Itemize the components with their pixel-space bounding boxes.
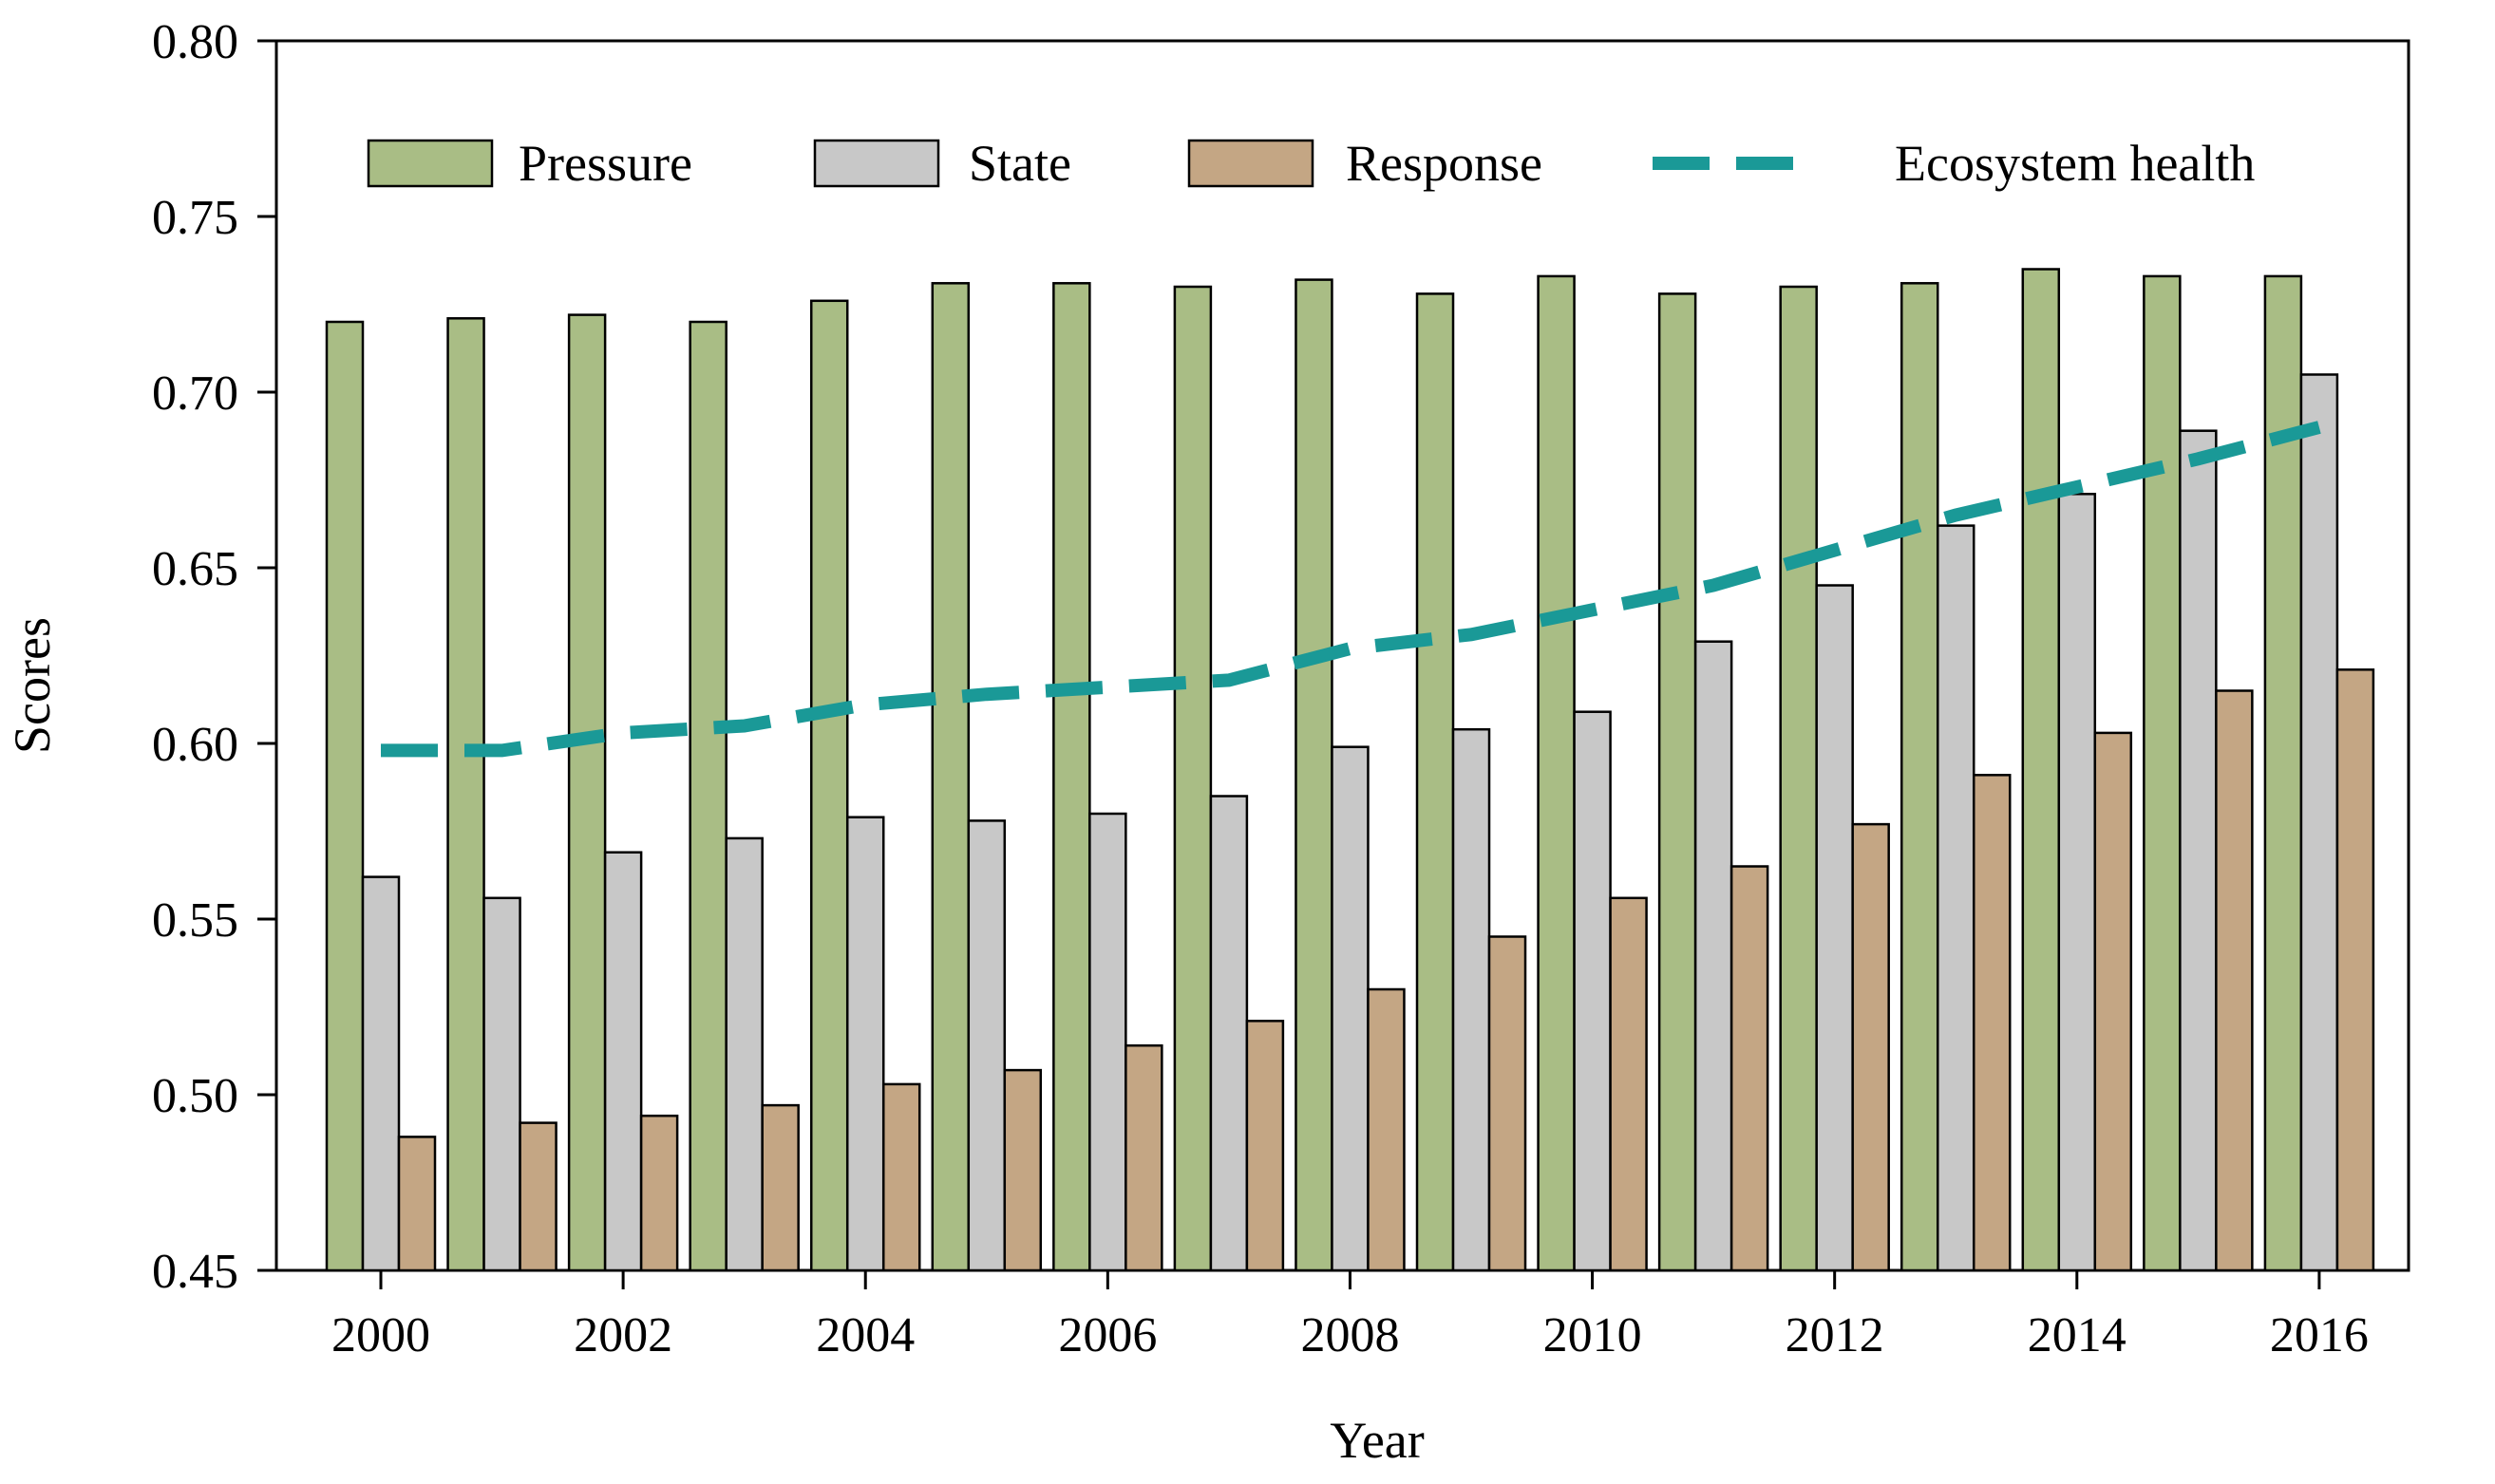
bar-pressure-2000 [325,320,365,1272]
bar-state-2013 [1936,524,1975,1272]
bar-pressure-2007 [1173,285,1213,1272]
bar-state-2000 [361,875,401,1272]
bar-pressure-2003 [689,320,728,1272]
bar-response-2016 [2335,668,2375,1272]
bar-response-2003 [761,1103,800,1272]
bar-state-2004 [845,816,885,1272]
y-tick-label: 0.45 [152,1245,238,1299]
x-tick-label: 2002 [574,1308,672,1362]
bar-pressure-2001 [446,317,485,1272]
y-tick-label: 0.75 [152,191,238,245]
bar-pressure-2005 [931,282,971,1272]
x-tick-label: 2014 [2028,1308,2126,1362]
x-axis-title: Year [1330,1412,1425,1469]
bar-response-2002 [639,1114,679,1272]
bar-state-2003 [725,836,764,1272]
bar-pressure-2004 [809,299,849,1272]
bar-pressure-2011 [1657,292,1697,1272]
bar-pressure-2009 [1415,292,1455,1272]
bar-state-2016 [2299,373,2339,1272]
x-tick-label: 2008 [1300,1308,1399,1362]
bar-pressure-2010 [1537,274,1576,1272]
legend-swatch-pressure [367,139,494,188]
bar-state-2014 [2057,493,2097,1272]
bar-state-2011 [1693,640,1733,1272]
bar-state-2005 [967,819,1007,1272]
legend-label-response: Response [1346,135,1542,192]
bar-state-2002 [603,851,643,1272]
bar-response-2008 [1367,987,1406,1272]
x-tick-label: 2004 [816,1308,915,1362]
bar-response-2014 [2093,731,2133,1272]
bar-pressure-2002 [567,313,607,1272]
bar-state-2010 [1573,710,1612,1272]
x-tick-label: 2000 [331,1308,430,1362]
bar-response-2010 [1609,896,1648,1272]
line-ecosystem-health [381,421,2321,758]
bar-response-2015 [2215,689,2254,1272]
x-tick-label: 2012 [1786,1308,1884,1362]
bar-response-2011 [1729,865,1769,1272]
bar-response-2000 [397,1136,437,1272]
bar-pressure-2008 [1295,278,1333,1272]
y-tick-label: 0.80 [152,15,238,69]
y-tick-label: 0.65 [152,542,238,596]
y-tick-label: 0.50 [152,1069,238,1123]
bar-state-2001 [482,896,521,1272]
legend-label-ecosystem-health: Ecosystem health [1895,135,2255,192]
bar-state-2006 [1088,812,1127,1272]
y-tick-label: 0.60 [152,718,238,772]
y-tick-label: 0.55 [152,893,238,948]
bar-response-2007 [1245,1020,1285,1272]
bar-response-2009 [1487,935,1527,1272]
legend-label-state: State [969,135,1071,192]
legend-swatch-state [813,139,940,188]
bar-state-2009 [1451,727,1491,1272]
bar-state-2015 [2179,429,2218,1272]
bar-pressure-2014 [2021,268,2061,1272]
bar-response-2013 [1972,774,2012,1272]
bar-pressure-2006 [1052,282,1091,1272]
bar-response-2006 [1125,1043,1163,1272]
y-tick-label: 0.70 [152,366,238,421]
bar-pressure-2012 [1779,285,1818,1272]
bar-response-2001 [519,1121,558,1272]
bar-response-2005 [1003,1068,1043,1272]
bar-pressure-2013 [1900,282,1939,1272]
y-axis-title: Scores [4,617,61,754]
legend-label-pressure: Pressure [519,135,692,192]
bar-pressure-2015 [2143,274,2182,1272]
bar-response-2012 [1851,822,1890,1272]
x-tick-label: 2016 [2270,1308,2369,1362]
legend-swatch-response [1187,139,1314,188]
x-tick-label: 2010 [1543,1308,1642,1362]
bar-response-2004 [881,1082,921,1272]
bar-state-2008 [1331,745,1370,1272]
bar-state-2007 [1209,795,1249,1272]
x-tick-label: 2006 [1058,1308,1157,1362]
bar-pressure-2016 [2263,274,2303,1272]
bar-state-2012 [1815,584,1854,1272]
